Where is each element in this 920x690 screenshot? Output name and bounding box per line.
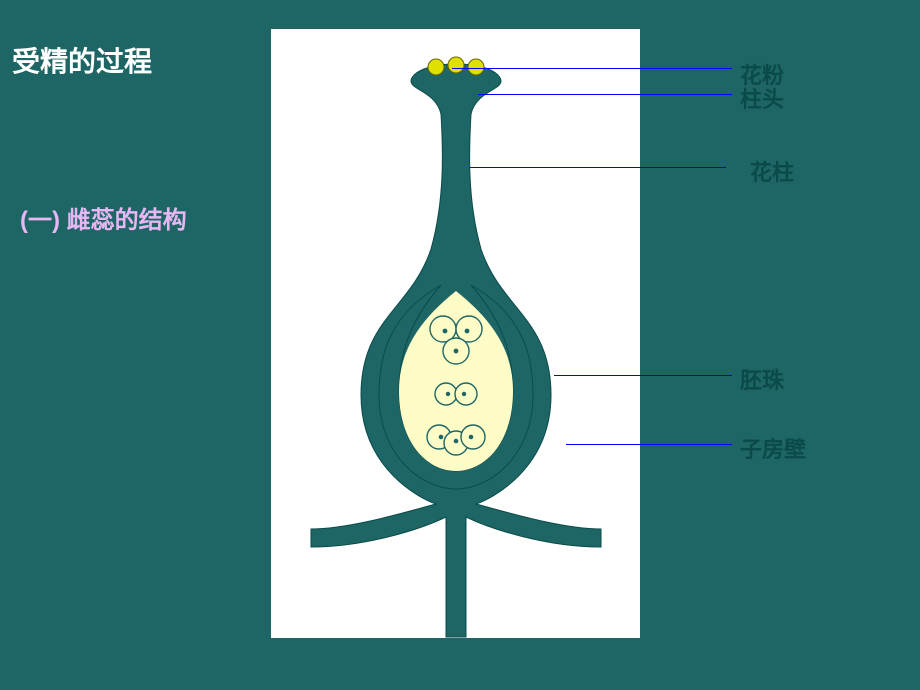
leader-ovule (554, 375, 732, 376)
leader-stigma (478, 94, 732, 95)
label-ovary-wall: 子房壁 (740, 432, 806, 464)
pistil-diagram (271, 29, 640, 638)
leader-style (470, 167, 726, 168)
pistil-svg (271, 29, 640, 638)
label-ovule: 胚珠 (740, 363, 784, 395)
pollen-grains (428, 57, 484, 75)
slide: 受精的过程 (一) 雌蕊的结构 (0, 0, 920, 690)
leader-ovary-wall (566, 444, 732, 445)
label-style: 花柱 (750, 155, 794, 187)
label-stigma: 柱头 (740, 82, 784, 114)
page-title: 受精的过程 (12, 40, 152, 80)
leader-pollen (452, 68, 732, 69)
section-subtitle: (一) 雌蕊的结构 (20, 200, 187, 235)
